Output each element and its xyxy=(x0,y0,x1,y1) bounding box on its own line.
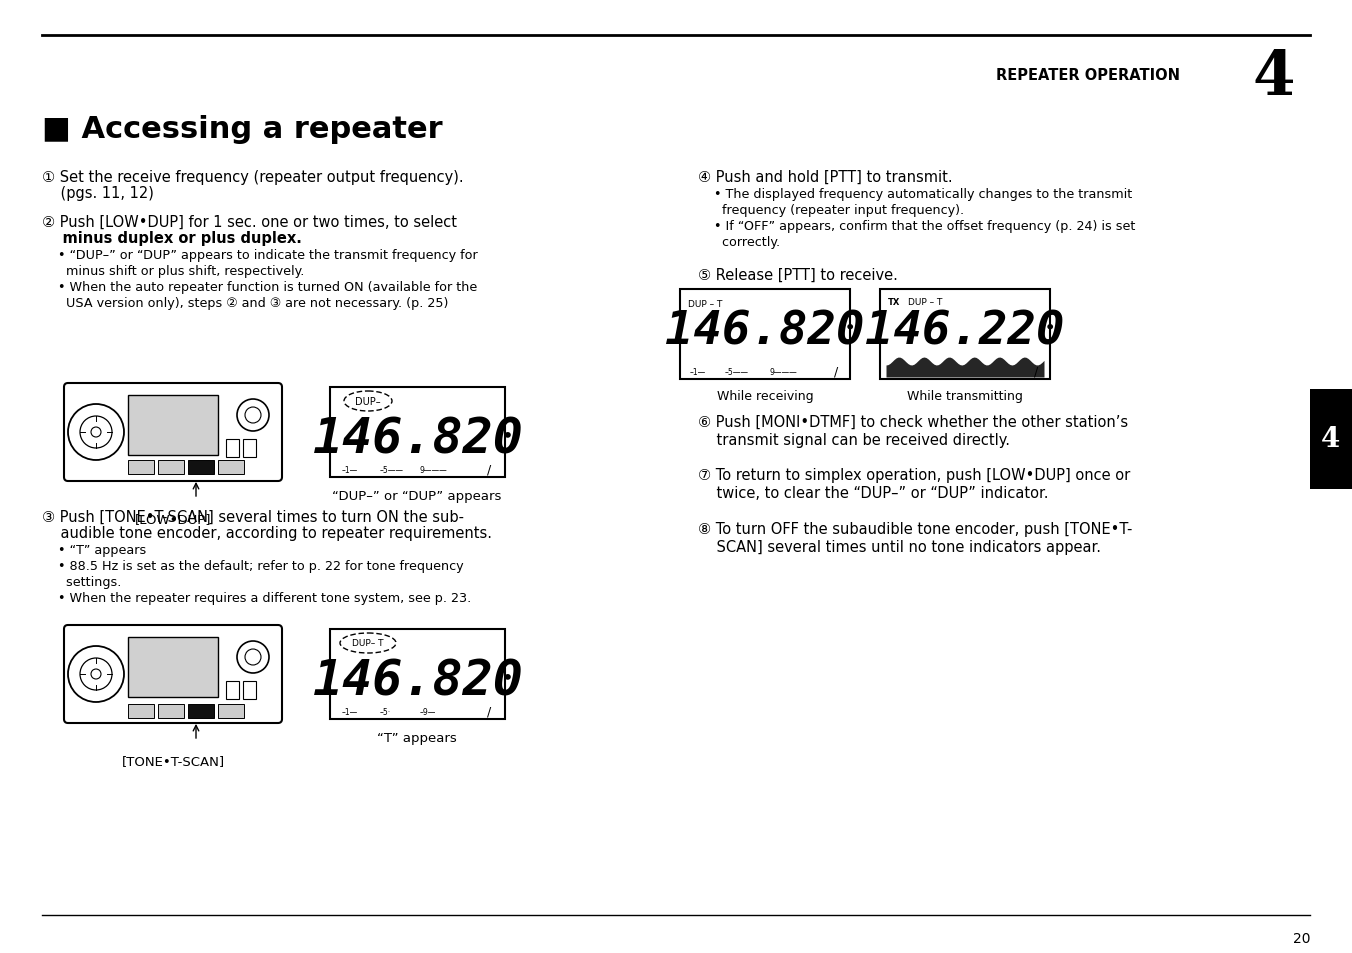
Text: 9———: 9——— xyxy=(420,465,448,475)
Text: 4: 4 xyxy=(1252,48,1295,108)
Text: DUP–: DUP– xyxy=(356,396,381,407)
Text: /: / xyxy=(487,705,491,719)
Text: ⑦ To return to simplex operation, push [LOW•DUP] once or: ⑦ To return to simplex operation, push [… xyxy=(698,468,1130,482)
Text: • If “OFF” appears, confirm that the offset frequency (p. 24) is set: • If “OFF” appears, confirm that the off… xyxy=(706,220,1136,233)
Text: transmit signal can be received directly.: transmit signal can be received directly… xyxy=(698,433,1010,448)
Text: ④ Push and hold [PTT] to transmit.: ④ Push and hold [PTT] to transmit. xyxy=(698,170,953,185)
Text: ⑤ Release [PTT] to receive.: ⑤ Release [PTT] to receive. xyxy=(698,268,898,283)
Text: –5——: –5—— xyxy=(725,368,749,376)
Bar xyxy=(226,439,239,457)
Text: ■ Accessing a repeater: ■ Accessing a repeater xyxy=(42,115,442,144)
Text: [TONE•T-SCAN]: [TONE•T-SCAN] xyxy=(122,754,224,767)
FancyBboxPatch shape xyxy=(128,638,218,698)
Text: ① Set the receive frequency (repeater output frequency).: ① Set the receive frequency (repeater ou… xyxy=(42,170,464,185)
Text: –1—: –1— xyxy=(342,465,358,475)
Text: (pgs. 11, 12): (pgs. 11, 12) xyxy=(42,186,154,201)
Text: –9—: –9— xyxy=(420,707,437,717)
Text: 4: 4 xyxy=(1321,426,1341,453)
Text: REPEATER OPERATION: REPEATER OPERATION xyxy=(996,68,1180,83)
Text: correctly.: correctly. xyxy=(706,235,780,249)
FancyBboxPatch shape xyxy=(64,625,283,723)
Text: ⑧ To turn OFF the subaudible tone encoder, push [TONE•T-: ⑧ To turn OFF the subaudible tone encode… xyxy=(698,521,1133,537)
Text: • “T” appears: • “T” appears xyxy=(50,543,146,557)
Bar xyxy=(330,629,506,720)
Text: minus duplex or plus duplex.: minus duplex or plus duplex. xyxy=(42,231,301,246)
Text: While receiving: While receiving xyxy=(717,390,814,402)
Text: 146.820: 146.820 xyxy=(665,310,865,355)
Bar xyxy=(330,388,506,477)
Text: “DUP–” or “DUP” appears: “DUP–” or “DUP” appears xyxy=(333,490,502,502)
Text: ⑥ Push [MONI•DTMF] to check whether the other station’s: ⑥ Push [MONI•DTMF] to check whether the … xyxy=(698,415,1128,430)
Text: 146.820: 146.820 xyxy=(312,658,523,705)
Text: • The displayed frequency automatically changes to the transmit: • The displayed frequency automatically … xyxy=(706,188,1132,201)
Text: DUP– T: DUP– T xyxy=(353,639,384,648)
Text: /: / xyxy=(1034,366,1038,378)
Bar xyxy=(880,290,1051,379)
Text: “T” appears: “T” appears xyxy=(377,731,457,744)
Text: 9———: 9——— xyxy=(771,368,798,376)
Bar xyxy=(243,439,256,457)
Text: twice, to clear the “DUP–” or “DUP” indicator.: twice, to clear the “DUP–” or “DUP” indi… xyxy=(698,485,1049,500)
FancyBboxPatch shape xyxy=(64,384,283,481)
Bar xyxy=(128,460,154,475)
Bar xyxy=(226,681,239,700)
Text: –1—: –1— xyxy=(342,707,358,717)
Text: ③ Push [TONE•T-SCAN] several times to turn ON the sub-: ③ Push [TONE•T-SCAN] several times to tu… xyxy=(42,510,464,524)
Text: frequency (repeater input frequency).: frequency (repeater input frequency). xyxy=(706,204,964,216)
Bar xyxy=(680,290,850,379)
Text: /: / xyxy=(487,463,491,476)
Text: TX: TX xyxy=(888,297,900,307)
Bar xyxy=(1310,390,1352,490)
Bar xyxy=(188,704,214,719)
Text: –5——: –5—— xyxy=(380,465,404,475)
Text: –5·: –5· xyxy=(380,707,391,717)
Bar xyxy=(128,704,154,719)
Text: minus shift or plus shift, respectively.: minus shift or plus shift, respectively. xyxy=(50,265,304,277)
Text: • When the auto repeater function is turned ON (available for the: • When the auto repeater function is tur… xyxy=(50,281,477,294)
Text: • 88.5 Hz is set as the default; refer to p. 22 for tone frequency: • 88.5 Hz is set as the default; refer t… xyxy=(50,559,464,573)
Text: • “DUP–” or “DUP” appears to indicate the transmit frequency for: • “DUP–” or “DUP” appears to indicate th… xyxy=(50,249,477,262)
Bar xyxy=(188,460,214,475)
Text: SCAN] several times until no tone indicators appear.: SCAN] several times until no tone indica… xyxy=(698,539,1101,555)
Text: settings.: settings. xyxy=(50,576,122,588)
Text: USA version only), steps ② and ③ are not necessary. (p. 25): USA version only), steps ② and ③ are not… xyxy=(50,296,449,310)
Text: 20: 20 xyxy=(1293,931,1310,945)
FancyBboxPatch shape xyxy=(128,395,218,456)
Bar xyxy=(158,460,184,475)
Text: ② Push [LOW•DUP] for 1 sec. one or two times, to select: ② Push [LOW•DUP] for 1 sec. one or two t… xyxy=(42,214,457,230)
Text: • When the repeater requires a different tone system, see p. 23.: • When the repeater requires a different… xyxy=(50,592,472,604)
Text: [LOW•DUP]: [LOW•DUP] xyxy=(135,513,211,525)
Bar xyxy=(218,704,243,719)
Text: /: / xyxy=(834,366,838,378)
Bar xyxy=(218,460,243,475)
Text: –1—: –1— xyxy=(690,368,706,376)
Text: 146.820: 146.820 xyxy=(312,416,523,463)
Text: 146.220: 146.220 xyxy=(865,310,1065,355)
Text: audible tone encoder, according to repeater requirements.: audible tone encoder, according to repea… xyxy=(42,525,492,540)
Bar xyxy=(243,681,256,700)
Text: DUP – T: DUP – T xyxy=(688,299,722,309)
Bar xyxy=(158,704,184,719)
Text: DUP – T: DUP – T xyxy=(909,297,942,307)
Text: While transmitting: While transmitting xyxy=(907,390,1023,402)
